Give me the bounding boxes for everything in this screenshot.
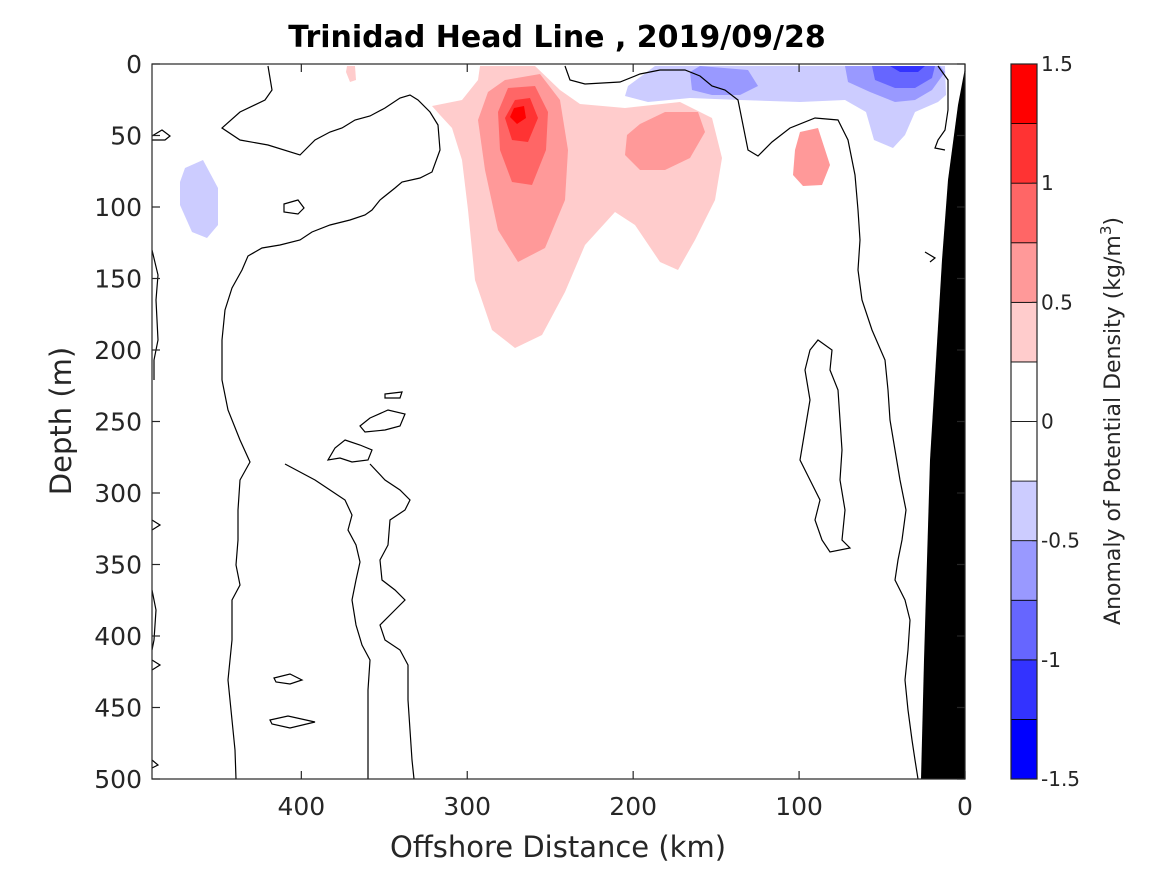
colorbar-ticks: 1.5 1 0.5 0 -0.5 -1 -1.5 (1032, 52, 1080, 791)
y-axis-label: Depth (m) (44, 347, 78, 495)
negative-anomaly-region (690, 66, 758, 95)
y-axis-ticks: 0 50 100 150 200 250 300 350 400 450 500 (94, 50, 965, 794)
y-tick-label: 400 (94, 622, 142, 651)
contour-line (151, 519, 162, 531)
contour-line (384, 391, 403, 399)
y-tick-label: 50 (110, 122, 142, 151)
negative-anomaly-region (180, 160, 218, 238)
colorbar-label-exponent: 3 (1097, 226, 1115, 236)
contour-line (369, 463, 415, 780)
x-axis-ticks: 400 300 200 100 0 (277, 64, 973, 821)
colorbar-tick-label: -1 (1041, 648, 1061, 672)
contour-line (273, 673, 304, 685)
colorbar-segment (1010, 659, 1038, 720)
x-tick-label: 300 (443, 792, 491, 821)
colorbar-label-suffix: ) (1101, 217, 1126, 226)
y-tick-label: 500 (94, 765, 142, 794)
y-tick-label: 250 (94, 408, 142, 437)
colorbar-segment (1010, 599, 1038, 661)
positive-anomaly-region (793, 128, 830, 186)
colorbar-segment (1010, 719, 1038, 780)
colorbar-segment (1010, 63, 1038, 124)
colorbar-tick-label: 0 (1041, 410, 1054, 434)
colorbar-segment (1010, 182, 1038, 244)
y-tick-label: 450 (94, 694, 142, 723)
positive-anomaly-region (625, 112, 705, 170)
y-tick-label: 150 (94, 265, 142, 294)
colorbar-label: Anomaly of Potential Density (kg/m3) (1097, 217, 1126, 625)
contour-line (326, 439, 373, 463)
zero-contours (151, 65, 949, 780)
contour-line (283, 199, 305, 215)
contour-line (151, 659, 162, 671)
colorbar-tick-label: 1.5 (1041, 52, 1073, 76)
positive-anomaly-core (510, 106, 526, 124)
anomaly-fills (180, 66, 946, 348)
contour-line (934, 65, 949, 151)
colorbar (1010, 63, 1038, 780)
x-tick-label: 400 (277, 792, 325, 821)
contour-line (799, 339, 852, 553)
contour-line (359, 409, 406, 433)
colorbar-segment (1010, 540, 1038, 601)
contour-line (924, 251, 937, 263)
contour-line (151, 589, 157, 651)
colorbar-segment (1010, 301, 1038, 363)
colorbar-segment (1010, 242, 1038, 303)
contour-line (269, 715, 316, 729)
negative-anomaly-region (872, 66, 935, 88)
x-tick-label: 0 (957, 792, 973, 821)
contour-line (221, 65, 441, 780)
y-tick-label: 300 (94, 479, 142, 508)
y-tick-label: 350 (94, 551, 142, 580)
colorbar-segment (1010, 421, 1038, 482)
y-tick-label: 200 (94, 336, 142, 365)
x-tick-label: 100 (775, 792, 823, 821)
bathymetry-shelf (921, 68, 965, 779)
y-tick-label: 100 (94, 193, 142, 222)
contour-line (151, 759, 160, 769)
contour-line (564, 65, 919, 780)
positive-anomaly-region (346, 66, 356, 82)
chart-title: Trinidad Head Line , 2019/09/28 (288, 20, 825, 55)
colorbar-segment (1010, 123, 1038, 184)
x-tick-label: 200 (609, 792, 657, 821)
contour-line (151, 249, 159, 380)
colorbar-label-prefix: Anomaly of Potential Density (kg/m (1101, 235, 1126, 625)
contour-line (284, 463, 371, 779)
colorbar-segment (1010, 361, 1038, 422)
contour-line (151, 129, 171, 141)
colorbar-tick-label: -1.5 (1041, 767, 1080, 791)
colorbar-segment (1010, 480, 1038, 542)
negative-anomaly-region (890, 66, 925, 72)
colorbar-tick-label: 1 (1041, 171, 1054, 195)
colorbar-tick-label: -0.5 (1041, 529, 1080, 553)
x-axis-label: Offshore Distance (km) (390, 830, 726, 864)
colorbar-tick-label: 0.5 (1041, 290, 1073, 314)
y-tick-label: 0 (126, 50, 142, 79)
